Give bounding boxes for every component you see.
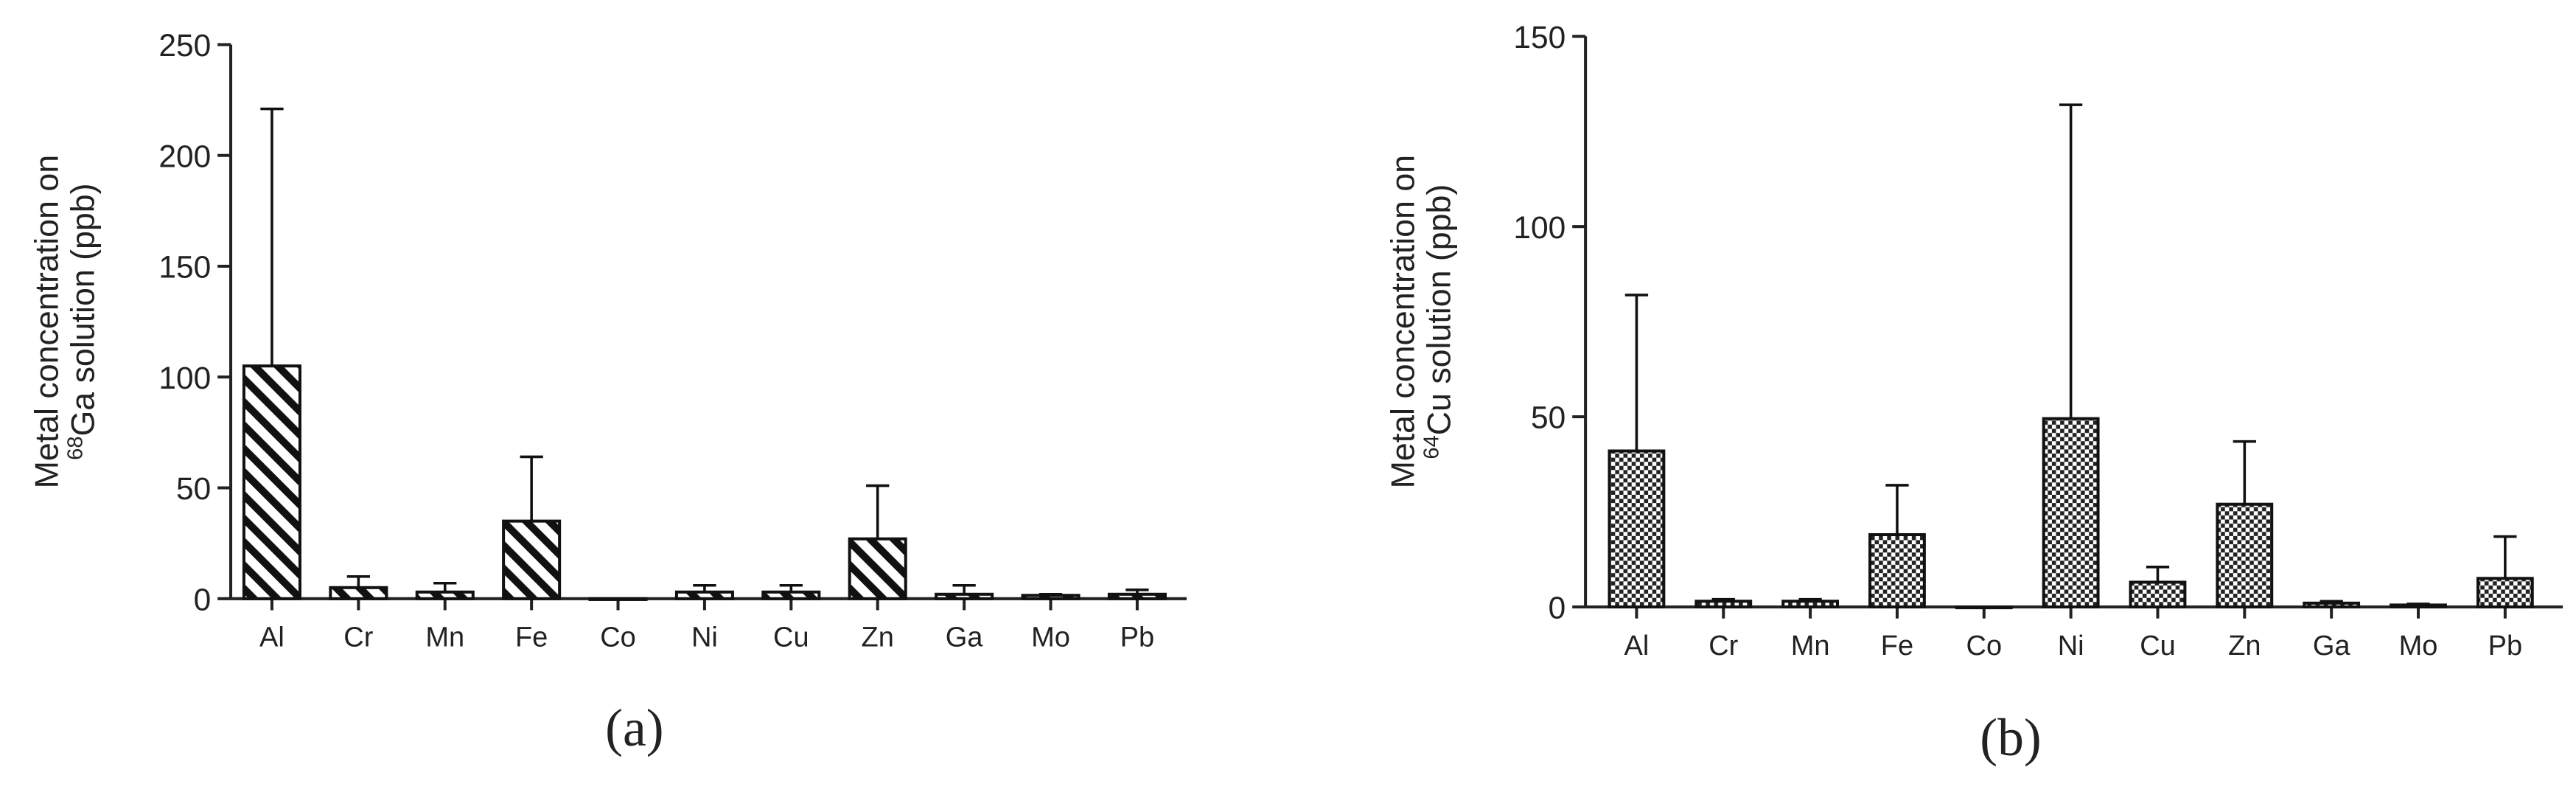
y-axis-label: 64Cu solution (ppb)	[1420, 184, 1458, 459]
y-tick-label: 250	[158, 29, 211, 63]
y-tick-label: 100	[158, 361, 211, 396]
x-tick-label: Zn	[862, 622, 894, 653]
y-tick-label: 50	[176, 472, 211, 507]
bar	[1694, 600, 1753, 608]
bar	[2042, 417, 2100, 608]
bar	[935, 592, 994, 600]
y-axis-label: Metal concentration on	[29, 155, 65, 488]
panel-label: (b)	[1980, 709, 2041, 767]
y-tick-label: 50	[1531, 401, 1566, 436]
bar	[674, 590, 734, 600]
x-tick-label: Pb	[2488, 631, 2522, 662]
x-tick-label: Co	[600, 622, 636, 653]
bar	[502, 519, 562, 600]
x-tick-label: Cu	[2140, 631, 2176, 662]
bar	[1608, 449, 1666, 608]
x-tick-label: Al	[259, 622, 285, 653]
x-tick-label: Cr	[1708, 631, 1738, 662]
x-tick-label: Ga	[2313, 631, 2351, 662]
x-tick-label: Pb	[1120, 622, 1154, 653]
bar	[242, 364, 301, 600]
y-tick-label: 0	[1549, 591, 1566, 626]
y-tick-label: 200	[158, 139, 211, 174]
x-tick-label: Al	[1624, 631, 1650, 662]
bar	[2216, 502, 2274, 608]
y-tick-label: 100	[1513, 211, 1566, 246]
y-axis-label-text: Cu solution (ppb)	[1422, 184, 1458, 436]
bar	[1107, 592, 1167, 600]
x-tick-label: Ni	[691, 622, 718, 653]
x-tick-label: Ni	[2058, 631, 2084, 662]
x-tick-label: Mn	[1791, 631, 1830, 662]
y-tick-label: 150	[1513, 21, 1566, 55]
bar	[588, 597, 648, 601]
bar	[2476, 577, 2534, 608]
x-tick-label: Fe	[1881, 631, 1913, 662]
y-tick-label: 150	[158, 251, 211, 285]
y-axis-label: 68Ga solution (ppb)	[63, 183, 101, 459]
bar	[1955, 605, 2013, 610]
bar	[415, 590, 475, 600]
panel-label: (a)	[605, 699, 663, 757]
bar	[1868, 532, 1926, 608]
superscript: 68	[63, 437, 87, 460]
y-tick-label: 0	[194, 583, 212, 617]
bar	[1781, 600, 1840, 608]
x-tick-label: Ga	[946, 622, 984, 653]
bar	[2390, 603, 2447, 608]
x-tick-label: Cr	[343, 622, 373, 653]
x-tick-label: Mo	[1031, 622, 1070, 653]
x-tick-label: Mo	[2399, 631, 2438, 662]
x-tick-label: Fe	[515, 622, 548, 653]
bar	[2303, 601, 2361, 608]
bar	[2129, 580, 2187, 608]
x-tick-label: Mn	[425, 622, 464, 653]
x-tick-label: Cu	[773, 622, 809, 653]
y-axis-label-text: Ga solution (ppb)	[65, 183, 101, 436]
bar	[1021, 594, 1081, 600]
x-tick-label: Co	[1966, 631, 2003, 662]
bar	[329, 586, 388, 600]
x-tick-label: Zn	[2228, 631, 2261, 662]
y-axis-label: Metal concentration on	[1386, 155, 1422, 488]
superscript: 64	[1420, 435, 1444, 459]
bar	[848, 537, 907, 600]
bar	[761, 590, 821, 600]
